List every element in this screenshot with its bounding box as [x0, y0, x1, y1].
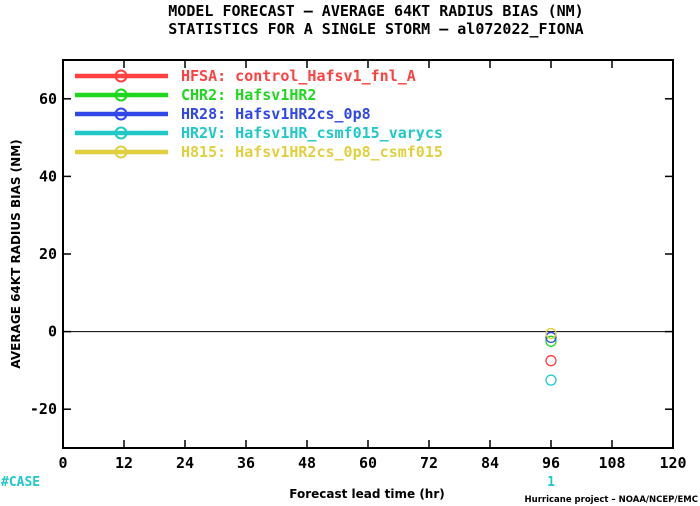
- legend-label: CHR2: Hafsv1HR2: [181, 86, 316, 104]
- legend-marker: [114, 126, 128, 140]
- data-point: [545, 327, 557, 340]
- legend-label: HR2V: Hafsv1HR_csmf015_varycs: [181, 124, 443, 142]
- data-point: [545, 335, 557, 347]
- case-label: #CASE: [1, 475, 40, 490]
- data-point: [545, 355, 557, 367]
- credit-text: Hurricane project – NOAA/NCEP/EMC: [525, 495, 698, 505]
- data-point: [545, 374, 557, 386]
- x-tick-label: 12: [115, 454, 133, 472]
- x-tick-label: 36: [237, 454, 255, 472]
- y-axis-label: AVERAGE 64KT RADIUS BIAS (NM): [9, 139, 23, 368]
- y-tick-label: 60: [39, 90, 57, 108]
- legend-label: HFSA: control_Hafsv1_fnl_A: [181, 67, 416, 85]
- legend-marker: [114, 145, 128, 159]
- legend-marker: [114, 69, 128, 83]
- legend-marker: [114, 107, 128, 121]
- legend-label: H815: Hafsv1HR2cs_0p8_csmf015: [181, 143, 443, 161]
- x-axis-label: Forecast lead time (hr): [289, 487, 445, 501]
- chart-title: MODEL FORECAST – AVERAGE 64KT RADIUS BIA…: [168, 2, 583, 20]
- legend-marker: [114, 88, 128, 102]
- data-point: [545, 331, 557, 344]
- case-count: 1: [547, 475, 555, 490]
- x-tick-label: 120: [659, 454, 686, 472]
- legend-label: HR28: Hafsv1HR2cs_0p8: [181, 105, 371, 123]
- chart-subtitle: STATISTICS FOR A SINGLE STORM – al072022…: [168, 20, 583, 38]
- x-tick-label: 60: [359, 454, 377, 472]
- x-tick-label: 84: [481, 454, 499, 472]
- y-tick-label: -20: [30, 400, 57, 418]
- y-tick-label: 0: [48, 323, 57, 341]
- x-tick-label: 48: [298, 454, 316, 472]
- y-tick-label: 20: [39, 245, 57, 263]
- x-tick-label: 0: [58, 454, 67, 472]
- y-tick-label: 40: [39, 167, 57, 185]
- x-tick-label: 108: [598, 454, 625, 472]
- x-tick-label: 96: [542, 454, 560, 472]
- x-tick-label: 24: [176, 454, 194, 472]
- x-tick-label: 72: [420, 454, 438, 472]
